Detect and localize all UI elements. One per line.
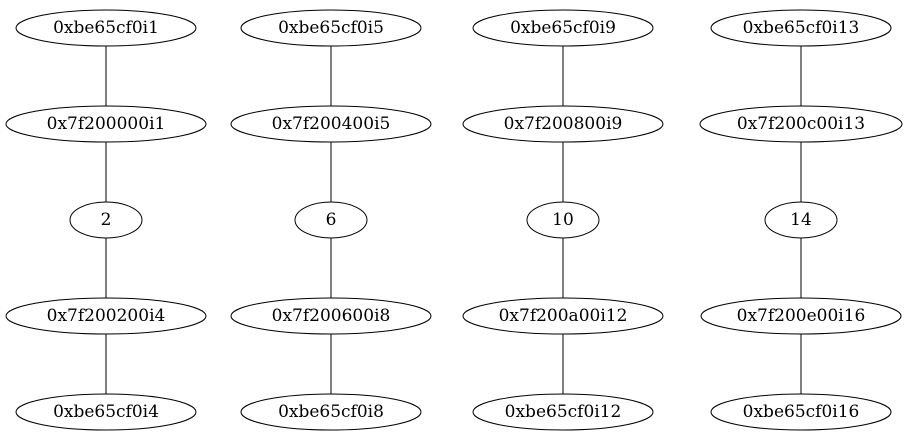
node-label: 2	[101, 210, 112, 230]
node-ellipse	[526, 201, 600, 239]
node-ellipse	[5, 105, 207, 143]
node-label: 0x7f200c00i13	[737, 114, 865, 134]
node-ellipse	[15, 9, 197, 47]
node-ellipse	[472, 393, 654, 431]
node-label: 0xbe65cf0i12	[505, 402, 622, 422]
node-label: 0x7f200a00i12	[499, 306, 628, 326]
nodes-layer: 0xbe65cf0i1 0x7f200000i1 2 0x7f200200i4 0xbe…	[5, 9, 903, 431]
graph-node: 0xbe65cf0i1	[15, 9, 197, 47]
node-label: 0x7f200400i5	[272, 114, 391, 134]
node-ellipse	[699, 105, 903, 143]
graph-node: 0xbe65cf0i9	[472, 9, 654, 47]
node-ellipse	[240, 393, 422, 431]
node-ellipse	[230, 297, 432, 335]
node-ellipse	[472, 9, 654, 47]
graph-node: 0x7f200400i5	[230, 105, 432, 143]
graph-node: 0xbe65cf0i8	[240, 393, 422, 431]
node-ellipse	[15, 393, 197, 431]
graph-node: 0xbe65cf0i4	[15, 393, 197, 431]
node-label: 0x7f200800i9	[504, 114, 623, 134]
graph-node: 6	[294, 201, 368, 239]
graph-node: 0x7f200000i1	[5, 105, 207, 143]
node-ellipse	[710, 393, 892, 431]
node-ellipse	[230, 105, 432, 143]
node-label: 0x7f200200i4	[47, 306, 166, 326]
node-ellipse	[69, 201, 143, 239]
node-ellipse	[764, 201, 838, 239]
node-ellipse	[294, 201, 368, 239]
graph-node: 0x7f200600i8	[230, 297, 432, 335]
node-label: 0xbe65cf0i4	[53, 402, 159, 422]
node-ellipse	[710, 9, 892, 47]
node-label: 0xbe65cf0i5	[278, 18, 384, 38]
graph-node: 0x7f200200i4	[5, 297, 207, 335]
graph-node: 0x7f200e00i16	[700, 297, 902, 335]
node-label: 6	[326, 210, 337, 230]
graph-node: 0xbe65cf0i12	[472, 393, 654, 431]
graph-node: 10	[526, 201, 600, 239]
graph-node: 0x7f200a00i12	[462, 297, 664, 335]
node-label: 0x7f200e00i16	[737, 306, 866, 326]
node-ellipse	[462, 105, 664, 143]
node-ellipse	[240, 9, 422, 47]
graph-node: 14	[764, 201, 838, 239]
node-label: 0x7f200600i8	[272, 306, 391, 326]
node-label: 0xbe65cf0i9	[510, 18, 616, 38]
graph-node: 0x7f200c00i13	[699, 105, 903, 143]
node-ellipse	[700, 297, 902, 335]
graph-node: 0x7f200800i9	[462, 105, 664, 143]
node-ellipse	[5, 297, 207, 335]
graph-node: 0xbe65cf0i16	[710, 393, 892, 431]
graph-node: 0xbe65cf0i13	[710, 9, 892, 47]
node-label: 0xbe65cf0i1	[53, 18, 159, 38]
node-label: 0xbe65cf0i8	[278, 402, 384, 422]
node-label: 14	[790, 210, 812, 230]
node-label: 10	[552, 210, 574, 230]
graph-node: 2	[69, 201, 143, 239]
graph-node: 0xbe65cf0i5	[240, 9, 422, 47]
edges-layer	[105, 46, 802, 394]
node-ellipse	[462, 297, 664, 335]
node-label: 0xbe65cf0i16	[743, 402, 860, 422]
node-label: 0x7f200000i1	[47, 114, 166, 134]
node-label: 0xbe65cf0i13	[743, 18, 860, 38]
